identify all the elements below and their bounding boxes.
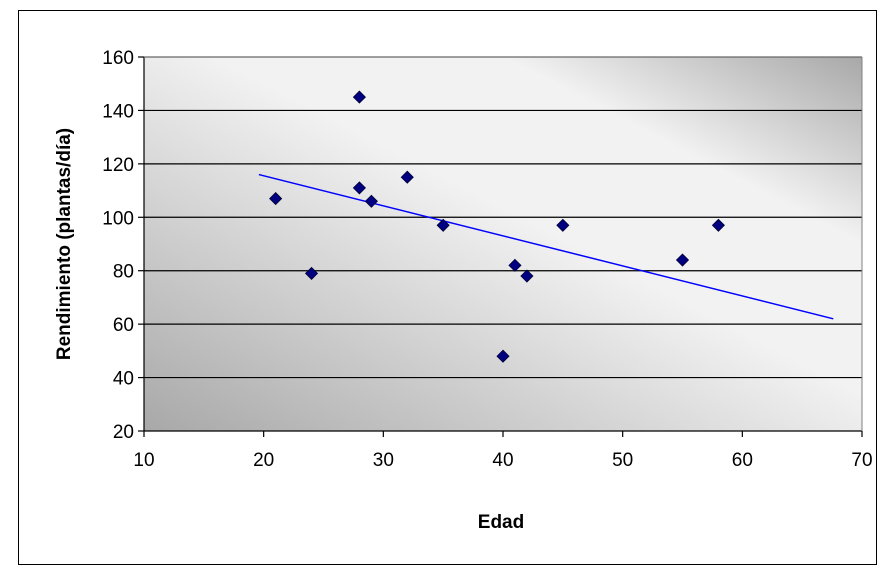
data-point bbox=[352, 90, 366, 104]
y-tick-label: 120 bbox=[102, 155, 134, 176]
data-point bbox=[711, 218, 725, 232]
x-tick-label: 30 bbox=[373, 450, 394, 471]
x-tick-label: 20 bbox=[253, 450, 274, 471]
data-point bbox=[269, 192, 283, 206]
y-tick-label: 60 bbox=[113, 315, 134, 336]
data-points bbox=[269, 90, 725, 363]
x-tick-label: 10 bbox=[133, 450, 154, 471]
x-axis-title: Edad bbox=[478, 512, 524, 533]
data-point bbox=[556, 218, 570, 232]
y-tick-label: 20 bbox=[113, 422, 134, 443]
y-axis-title: Rendimiento (plantas/día) bbox=[54, 128, 75, 360]
data-point bbox=[508, 258, 522, 272]
data-point bbox=[436, 218, 450, 232]
y-tick-label: 100 bbox=[102, 208, 134, 229]
y-tick-label: 40 bbox=[113, 369, 134, 390]
plot-area bbox=[144, 57, 862, 431]
data-point bbox=[400, 170, 414, 184]
y-tick-label: 140 bbox=[102, 101, 134, 122]
data-point bbox=[520, 269, 534, 283]
y-tick-label: 80 bbox=[113, 262, 134, 283]
data-point bbox=[304, 266, 319, 280]
trendline bbox=[258, 173, 834, 320]
data-point bbox=[352, 181, 366, 195]
data-point bbox=[496, 349, 510, 363]
x-tick-label: 40 bbox=[492, 450, 513, 471]
data-point bbox=[364, 194, 378, 208]
tick-labels: 20 40 60 80 100 120 140 160 10 20 30 40 50 60 70 bbox=[102, 48, 872, 471]
x-tick-label: 60 bbox=[732, 450, 753, 471]
x-tick-label: 70 bbox=[851, 450, 872, 471]
data-point bbox=[675, 253, 690, 267]
y-tick-label: 160 bbox=[102, 48, 134, 69]
x-tick-label: 50 bbox=[612, 450, 633, 471]
